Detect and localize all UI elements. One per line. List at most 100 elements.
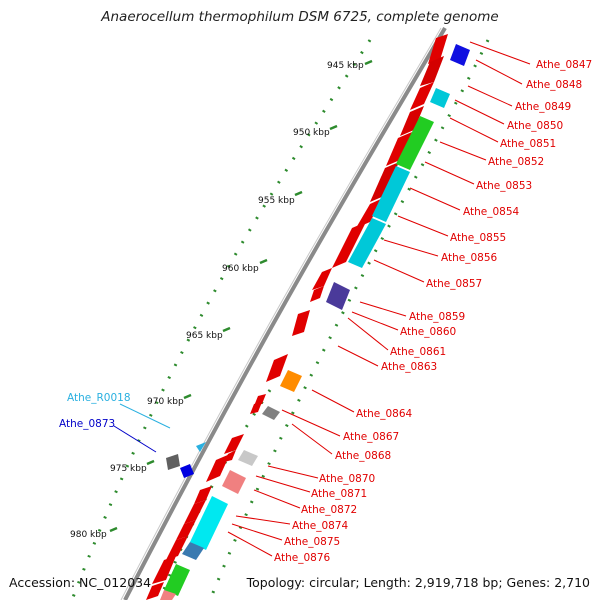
feature-label: Athe_0874 (292, 520, 349, 532)
gene-track-reverse (166, 442, 206, 478)
tick-label: 955 kbp (258, 196, 295, 206)
feature-label: Athe_0860 (400, 326, 456, 338)
feature-label: Athe_0868 (335, 450, 391, 462)
tick-955: 955 kbp (258, 190, 303, 206)
leader-line (227, 531, 273, 557)
feature-label: Athe_0867 (343, 431, 399, 443)
tick-960: 960 kbp (222, 258, 268, 274)
gene-arrow (206, 454, 230, 482)
feature-label: Athe_0851 (500, 138, 556, 150)
gene-arrow (196, 442, 206, 452)
tick-label: 960 kbp (222, 264, 259, 274)
gene-arrow (176, 520, 196, 540)
leader-line (267, 465, 319, 479)
tick-965: 965 kbp (186, 326, 231, 341)
leader-line (424, 161, 475, 185)
gene-arrow (400, 106, 424, 136)
accession-text: Accession: NC_012034 (9, 575, 152, 590)
gene-arrow (370, 162, 399, 202)
leader-line (291, 423, 333, 455)
gene-arrow (194, 486, 212, 504)
tick-mark (259, 258, 268, 265)
feature-label: Athe_0850 (507, 120, 563, 132)
feature-label: Athe_0859 (409, 311, 465, 323)
leader-line (469, 41, 531, 65)
gene-arrow (386, 132, 412, 166)
feature-label: Athe_0861 (390, 346, 446, 358)
gene-arrow (184, 500, 206, 524)
feature-label: Athe_0852 (488, 156, 544, 168)
gene-arrow (266, 354, 288, 382)
leader-line (311, 389, 355, 413)
gene-arrow (310, 286, 324, 302)
leader-line (231, 523, 283, 541)
tick-mark (146, 459, 155, 466)
leader-line (347, 317, 389, 351)
gene-arrow (224, 434, 244, 454)
gene-block (238, 450, 258, 466)
gene-block (190, 496, 228, 550)
gene-track-forward (146, 34, 448, 600)
tick-mark (294, 190, 303, 197)
feature-label: Athe_0864 (356, 408, 413, 420)
leader-line (359, 301, 407, 317)
feature-label: Athe_0870 (319, 473, 375, 485)
gene-block (450, 44, 470, 66)
tick-975: 975 kbp (110, 459, 155, 474)
gene-block (164, 564, 190, 596)
gene-arrow (166, 536, 188, 560)
gene-block (280, 370, 302, 392)
gene-block (430, 88, 450, 108)
gene-arrow (356, 198, 383, 228)
label-leaders-right (227, 41, 531, 557)
leader-line (253, 489, 301, 509)
leader-line (397, 215, 449, 237)
feature-label: Athe_0871 (311, 488, 367, 500)
gene-block (372, 166, 410, 222)
feature-labels-right: Athe_0847 Athe_0848 Athe_0849 Athe_0850 … (274, 59, 592, 564)
feature-label: Athe_0854 (463, 206, 520, 218)
gene-arrow (180, 464, 194, 478)
gene-track-inner (160, 44, 470, 600)
gene-arrow (332, 222, 366, 268)
leader-line (235, 515, 291, 525)
tick-label: 970 kbp (147, 397, 184, 407)
gene-arrow (428, 34, 448, 64)
leader-line (255, 475, 311, 493)
tick-mark (183, 393, 192, 400)
gene-arrow (312, 268, 332, 290)
leader-line (454, 99, 505, 125)
gene-block (222, 470, 246, 494)
gene-block (326, 282, 350, 310)
tick-label: 945 kbp (327, 61, 364, 71)
tick-945: 945 kbp (327, 59, 373, 71)
genome-summary-text: Topology: circular; Length: 2,919,718 bp… (246, 575, 590, 590)
feature-label: Athe_0872 (301, 504, 357, 516)
map-title: Anaerocellum thermophilum DSM 6725, comp… (101, 9, 499, 25)
tick-mark (329, 124, 338, 131)
leader-line (373, 259, 425, 283)
leader-line (467, 85, 513, 107)
leader-line (409, 187, 461, 211)
tick-950: 950 kbp (293, 124, 338, 138)
feature-label: Athe_R0018 (67, 392, 131, 404)
leader-line (281, 409, 341, 437)
feature-label: Athe_0876 (274, 552, 331, 564)
leader-line (337, 345, 379, 367)
gene-arrow (410, 82, 434, 110)
leader-line (351, 311, 399, 331)
ruler-dotted-outer (70, 39, 372, 600)
feature-label: Athe_0857 (426, 278, 482, 290)
leader-line (439, 141, 487, 161)
gene-arrow (292, 310, 310, 336)
gene-arrow (254, 394, 266, 406)
feature-label: Athe_0863 (381, 361, 437, 373)
gene-block (348, 218, 386, 268)
feature-label: Athe_0848 (526, 79, 582, 91)
gene-arrow (152, 556, 176, 584)
feature-label: Athe_0856 (441, 252, 498, 264)
feature-label: Athe_0853 (476, 180, 532, 192)
tick-mark (222, 326, 231, 333)
